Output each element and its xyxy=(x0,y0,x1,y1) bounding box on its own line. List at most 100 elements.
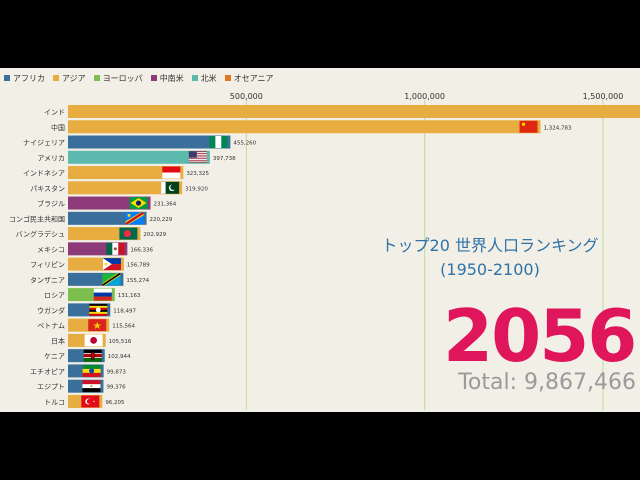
drc-flag-icon xyxy=(125,212,144,225)
flag-part xyxy=(521,122,526,126)
flag-part xyxy=(113,247,117,251)
kenya-flag-icon xyxy=(83,349,102,362)
flag-part xyxy=(188,159,207,161)
category-label: ナイジェリア xyxy=(23,139,65,147)
flag-part xyxy=(90,337,98,344)
flag-part xyxy=(93,288,112,293)
flag-part xyxy=(188,154,207,156)
flag-part xyxy=(188,157,207,159)
category-label: インドネシア xyxy=(23,170,65,178)
x-tick-label: 500,000 xyxy=(230,92,263,101)
flag-part xyxy=(89,368,95,374)
chart-title: トップ20 世界人口ランキング (1950-2100) xyxy=(380,234,600,282)
mexico-flag-icon xyxy=(106,242,125,255)
legend-item: 中南米 xyxy=(150,72,184,84)
flag-part xyxy=(118,242,125,255)
legend-item: オセアニア xyxy=(224,72,274,84)
total-population: Total: 9,867,466 xyxy=(458,370,636,395)
flag-part xyxy=(188,153,207,155)
bar xyxy=(68,166,184,180)
uganda-flag-icon xyxy=(89,303,108,316)
turkey-flag-icon xyxy=(81,395,100,408)
bar xyxy=(68,150,210,164)
flag-part xyxy=(82,380,101,385)
nigeria-flag-icon xyxy=(209,136,228,149)
flag-part xyxy=(95,307,101,313)
flag-part xyxy=(125,212,144,225)
value-label: 220,229 xyxy=(150,217,173,223)
flag-part xyxy=(102,264,121,271)
legend-swatch xyxy=(4,75,10,81)
philippines-flag-icon xyxy=(102,258,121,271)
flag-part xyxy=(89,313,108,316)
flag-part xyxy=(82,372,101,377)
flag-part xyxy=(188,156,207,158)
value-label: 96,205 xyxy=(105,400,125,406)
flag-part xyxy=(519,120,538,133)
value-label: 155,274 xyxy=(126,278,149,284)
year-display: 2056 xyxy=(443,294,637,378)
legend-label: アフリカ xyxy=(13,73,45,83)
bar xyxy=(68,120,541,134)
flag-part xyxy=(123,229,131,238)
bar xyxy=(68,105,640,118)
vietnam-flag-icon xyxy=(88,319,107,332)
value-label: 115,564 xyxy=(112,324,135,330)
ethiopia-flag-icon xyxy=(82,364,101,377)
legend-item: ヨーロッパ xyxy=(93,72,143,84)
value-label: 166,336 xyxy=(130,247,153,253)
legend-swatch xyxy=(224,75,231,81)
value-label: 202,929 xyxy=(143,232,166,238)
china-flag-icon xyxy=(519,120,538,133)
value-label: 99,873 xyxy=(107,369,127,375)
pakistan-flag-icon xyxy=(161,181,180,194)
legend: アフリカ アジア ヨーロッパ 中南米 北米 オセアニア xyxy=(4,72,274,84)
usa-flag-icon xyxy=(188,151,207,163)
russia-flag-icon xyxy=(93,288,112,301)
value-label: 323,325 xyxy=(186,171,209,177)
category-label: エチオピア xyxy=(30,368,65,376)
value-label: 319,920 xyxy=(185,186,208,192)
legend-swatch xyxy=(150,75,157,81)
category-label: メキシコ xyxy=(37,246,65,254)
flag-part xyxy=(93,292,112,297)
flag-part xyxy=(106,242,113,255)
flag-part xyxy=(102,273,121,286)
legend-label: 北米 xyxy=(200,73,217,83)
value-label: 231,364 xyxy=(154,202,177,208)
flag-part xyxy=(215,136,222,149)
value-label: 455,260 xyxy=(233,141,256,147)
flag-part xyxy=(162,172,181,179)
category-label: フィリピン xyxy=(30,261,65,269)
legend-label: アジア xyxy=(62,73,86,83)
category-label: ケニア xyxy=(44,353,65,361)
x-tick-label: 1,500,000 xyxy=(583,92,624,101)
category-label: ウガンダ xyxy=(37,306,65,315)
flag-part xyxy=(188,161,207,163)
flag-part xyxy=(89,303,108,306)
category-label: トルコ xyxy=(44,398,65,406)
bar xyxy=(68,181,183,195)
value-label: 397,738 xyxy=(213,156,236,162)
flag-part xyxy=(161,181,166,194)
flag-part xyxy=(135,200,142,206)
flag-part xyxy=(188,151,197,158)
japan-flag-icon xyxy=(84,334,103,347)
flag-part xyxy=(188,160,207,162)
category-label: インド xyxy=(44,109,65,117)
category-label: 中国 xyxy=(51,123,65,132)
egypt-flag-icon xyxy=(82,380,101,393)
flag-part xyxy=(93,321,102,329)
legend-item: アフリカ xyxy=(4,72,45,84)
category-label: バングラデシュ xyxy=(16,230,65,239)
legend-label: ヨーロッパ xyxy=(102,73,143,83)
flag-part xyxy=(102,258,121,265)
category-label: ブラジル xyxy=(37,199,65,208)
flag-part xyxy=(188,152,207,154)
flag-part xyxy=(86,399,92,404)
flag-part xyxy=(188,152,207,154)
flag-part xyxy=(209,136,216,149)
legend-label: 中南米 xyxy=(159,73,184,83)
value-label: 99,376 xyxy=(106,385,126,391)
